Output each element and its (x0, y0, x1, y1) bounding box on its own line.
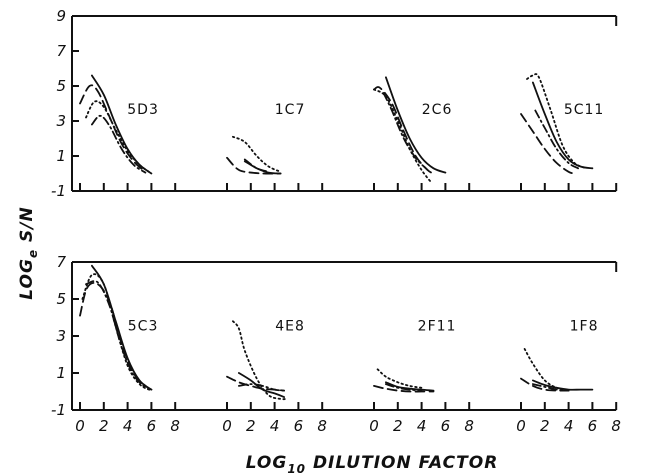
x-tick-label: 0 (222, 417, 232, 435)
series-dashed-line (373, 385, 435, 393)
series-dotted-line (526, 73, 588, 170)
x-tick-label: 0 (75, 417, 85, 435)
panel-label: 2C6 (422, 102, 453, 118)
x-tick-label: 6 (147, 417, 157, 435)
x-tick-label: 6 (588, 417, 598, 435)
series-dotted-line (232, 135, 282, 173)
x-tick-label: 2 (246, 417, 256, 435)
y-tick-label: 3 (56, 327, 66, 345)
panel-label: 1F8 (570, 318, 599, 334)
y-tick-label: 1 (56, 364, 66, 382)
chart-panels: 5D3 1C7 2C6 5C11 5C3 4E8 2F11 1F8 (79, 73, 605, 401)
y-tick-label: 3 (56, 112, 66, 130)
series-dashdot-line (91, 114, 147, 174)
y-tick-label: -1 (51, 401, 66, 419)
panel-2f11: 2F11 (373, 318, 457, 393)
panel-5d3: 5D3 (79, 74, 159, 175)
panel-2c6: 2C6 (373, 76, 453, 184)
x-tick-label: 8 (464, 417, 474, 435)
y-tick-label: 7 (56, 253, 66, 271)
y-axis-title: LOGe S/N (17, 206, 40, 299)
series-dashdot-line (243, 158, 270, 173)
panel-5c3: 5C3 (79, 264, 159, 392)
series-dashdot-line (534, 109, 579, 170)
series-dashdot-line (238, 383, 285, 392)
x-tick-label: 4 (123, 417, 133, 435)
y-tick-label: 1 (56, 147, 66, 165)
series-dashed-line (79, 84, 147, 173)
x-tick-label: 0 (516, 417, 526, 435)
x-tick-label: 8 (611, 417, 621, 435)
x-tick-label: 2 (393, 417, 403, 435)
series-solid-line (385, 76, 447, 174)
series-dashdot-line (85, 280, 147, 389)
panel-label: 5D3 (127, 102, 159, 118)
series-dashed-line (520, 113, 576, 175)
panel-label: 5C3 (128, 318, 159, 334)
x-tick-label: 2 (99, 417, 109, 435)
y-tick-label: 5 (56, 77, 66, 95)
panel-4e8: 4E8 (226, 318, 305, 401)
panel-1c7: 1C7 (226, 102, 306, 175)
y-tick-labels: -1 1 3 5 7 9 -1 1 3 5 7 (51, 7, 66, 419)
series-dotted-line (376, 368, 423, 389)
x-tick-label: 4 (564, 417, 574, 435)
panel-5c11: 5C11 (520, 73, 605, 175)
x-tick-label: 0 (369, 417, 379, 435)
series-dashdot-line (532, 383, 570, 392)
x-axis-title: LOG10 DILUTION FACTOR (246, 453, 499, 476)
series-dotted-line (232, 320, 288, 401)
series-dotted-line (81, 273, 153, 392)
panel-label: 4E8 (275, 318, 305, 334)
series-dashed-line (226, 156, 282, 175)
x-tick-label: 8 (317, 417, 327, 435)
series-dashed-line (79, 282, 153, 391)
panel-label: 1C7 (275, 102, 306, 118)
y-tick-label: -1 (51, 182, 66, 200)
axes-frames (71, 15, 618, 411)
panel-label: 2F11 (418, 318, 457, 334)
panel-1f8: 1F8 (520, 318, 599, 392)
panel-label: 5C11 (564, 102, 605, 118)
y-tick-label: 9 (56, 7, 66, 25)
x-tick-label: 4 (417, 417, 427, 435)
x-tick-label: 6 (294, 417, 304, 435)
series-dashdot-line (382, 92, 429, 171)
series-solid-line (532, 81, 594, 170)
x-tick-label: 6 (441, 417, 451, 435)
series-dotted-line (85, 100, 153, 175)
x-tick-label: 2 (540, 417, 550, 435)
y-tick-label: 5 (56, 290, 66, 308)
series-dotted-line (373, 88, 432, 184)
x-tick-label: 8 (170, 417, 180, 435)
series-dotted-line (523, 348, 570, 392)
y-tick-label: 7 (56, 42, 66, 60)
x-tick-label: 4 (270, 417, 280, 435)
series-dashdot-line (385, 383, 423, 392)
series-solid-line (91, 74, 153, 175)
